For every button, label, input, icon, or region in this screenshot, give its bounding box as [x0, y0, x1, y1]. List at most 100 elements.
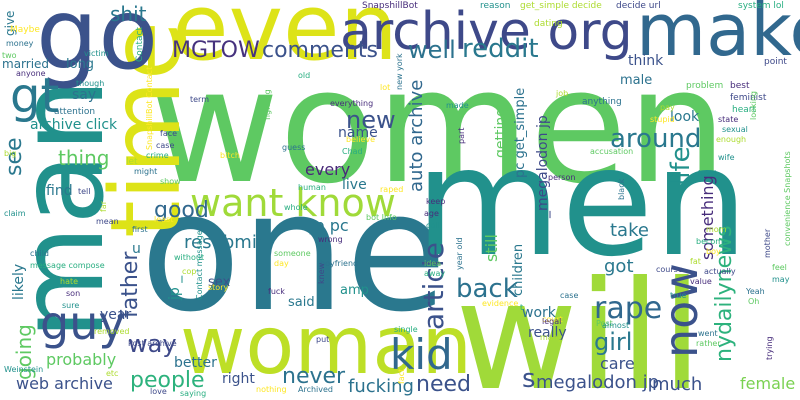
- word-jp-underscore: jp _: [167, 275, 183, 300]
- small-word: knew: [317, 262, 326, 284]
- small-word: person: [548, 173, 576, 182]
- small-word: fighting: [263, 89, 272, 120]
- small-word: victim: [84, 49, 109, 58]
- small-word: many: [540, 333, 563, 342]
- small-word: feminist: [730, 93, 767, 103]
- word-mgtow: MGTOW: [172, 38, 260, 63]
- small-word: away: [424, 269, 446, 278]
- word-back: back: [456, 274, 518, 304]
- small-word: guess: [282, 143, 306, 152]
- small-word: tell: [78, 187, 91, 196]
- word-likely: likely: [11, 263, 27, 300]
- small-word: rather: [696, 339, 721, 348]
- small-word: far: [99, 200, 108, 212]
- small-word: least: [154, 215, 174, 224]
- small-word: case: [560, 291, 579, 300]
- small-word: wife: [718, 153, 735, 162]
- word-megalodon-jp-alt: _megalodon jp: [535, 115, 551, 218]
- small-word: almost: [602, 321, 630, 330]
- small-word: keep: [426, 197, 446, 206]
- small-word: made: [446, 101, 469, 110]
- word-one: one: [140, 156, 448, 348]
- word-archive-click: archive click: [30, 117, 118, 133]
- small-word: cop: [182, 267, 197, 276]
- small-word: accusation: [590, 147, 634, 156]
- word-long: long: [66, 57, 95, 72]
- small-word: black: [617, 178, 626, 200]
- word-shit: shit: [110, 2, 147, 26]
- small-word: anything: [582, 97, 622, 107]
- word-life: life: [666, 146, 696, 186]
- word-go: go: [36, 0, 159, 92]
- small-word: bot Info: [366, 213, 397, 222]
- word-need: need: [416, 372, 471, 397]
- small-word: raped: [380, 185, 404, 194]
- small-word: term: [190, 95, 209, 104]
- small-word: day: [274, 259, 289, 268]
- small-word: love: [150, 387, 167, 396]
- small-word: let: [126, 157, 138, 167]
- word-year: year: [100, 307, 132, 323]
- small-word: son: [66, 289, 81, 298]
- small-word: fuck: [268, 287, 285, 296]
- small-word: case: [156, 141, 175, 150]
- small-word: convenience Snapshots: [783, 151, 792, 246]
- word-kid: kid: [390, 330, 453, 379]
- small-word: single: [394, 325, 418, 334]
- word-women: women: [150, 35, 728, 219]
- word-people: people: [130, 368, 205, 393]
- word-fucking: fucking: [348, 376, 414, 397]
- small-word: two: [2, 51, 17, 60]
- small-word: lot: [380, 83, 391, 92]
- word-female: female: [740, 374, 796, 393]
- word-children: children: [511, 243, 526, 296]
- small-word: court: [542, 315, 563, 324]
- small-word: crime: [146, 151, 169, 160]
- small-word: sure: [62, 301, 80, 310]
- small-word: enough: [716, 135, 747, 144]
- word-article: article: [417, 242, 450, 330]
- small-word: hard: [698, 169, 717, 178]
- small-word: removed: [94, 327, 130, 336]
- small-word: might: [134, 167, 158, 176]
- small-word: sexual: [722, 125, 748, 134]
- small-word: system lol: [738, 1, 784, 11]
- small-word: problem: [686, 81, 724, 91]
- small-word: attention: [54, 107, 96, 117]
- small-word: Post: [596, 319, 613, 328]
- small-word: big: [4, 149, 17, 158]
- word-web-archive: web archive: [16, 374, 113, 393]
- word-never: never: [282, 364, 346, 389]
- small-word: believe: [346, 135, 376, 144]
- small-word: trying: [765, 336, 774, 360]
- small-word: fat: [690, 257, 701, 266]
- word-much: much: [652, 374, 703, 395]
- word-way: way: [128, 330, 177, 358]
- small-word: etc: [106, 369, 119, 378]
- word-even: even: [172, 0, 398, 81]
- small-word: actually: [704, 267, 736, 276]
- small-word: point: [764, 57, 787, 67]
- small-word: may: [772, 275, 790, 284]
- small-word: someone: [274, 249, 311, 258]
- small-word: mom: [706, 225, 727, 234]
- word-really: really: [528, 325, 567, 341]
- small-word: nothing: [256, 385, 287, 394]
- word-every: every: [305, 160, 351, 179]
- small-word: Archived: [298, 385, 334, 394]
- small-word: child: [30, 249, 49, 258]
- small-word: SnapshillBot Contact: [145, 66, 154, 150]
- word-take: take: [610, 220, 649, 241]
- small-word: Weinstein: [4, 365, 44, 374]
- word-thing: thing: [58, 146, 110, 170]
- small-word: human: [298, 183, 326, 192]
- word-will: will: [455, 250, 703, 400]
- small-word: without: [174, 253, 205, 262]
- word-woman: woman: [180, 299, 473, 392]
- small-word: feel: [772, 263, 787, 272]
- word-resubmit: resubmit: [184, 232, 264, 253]
- word-right: right: [222, 371, 255, 387]
- word-jp-pc: jp pc: [310, 216, 349, 235]
- word-new: new: [346, 106, 396, 134]
- word-find: find: [46, 183, 73, 199]
